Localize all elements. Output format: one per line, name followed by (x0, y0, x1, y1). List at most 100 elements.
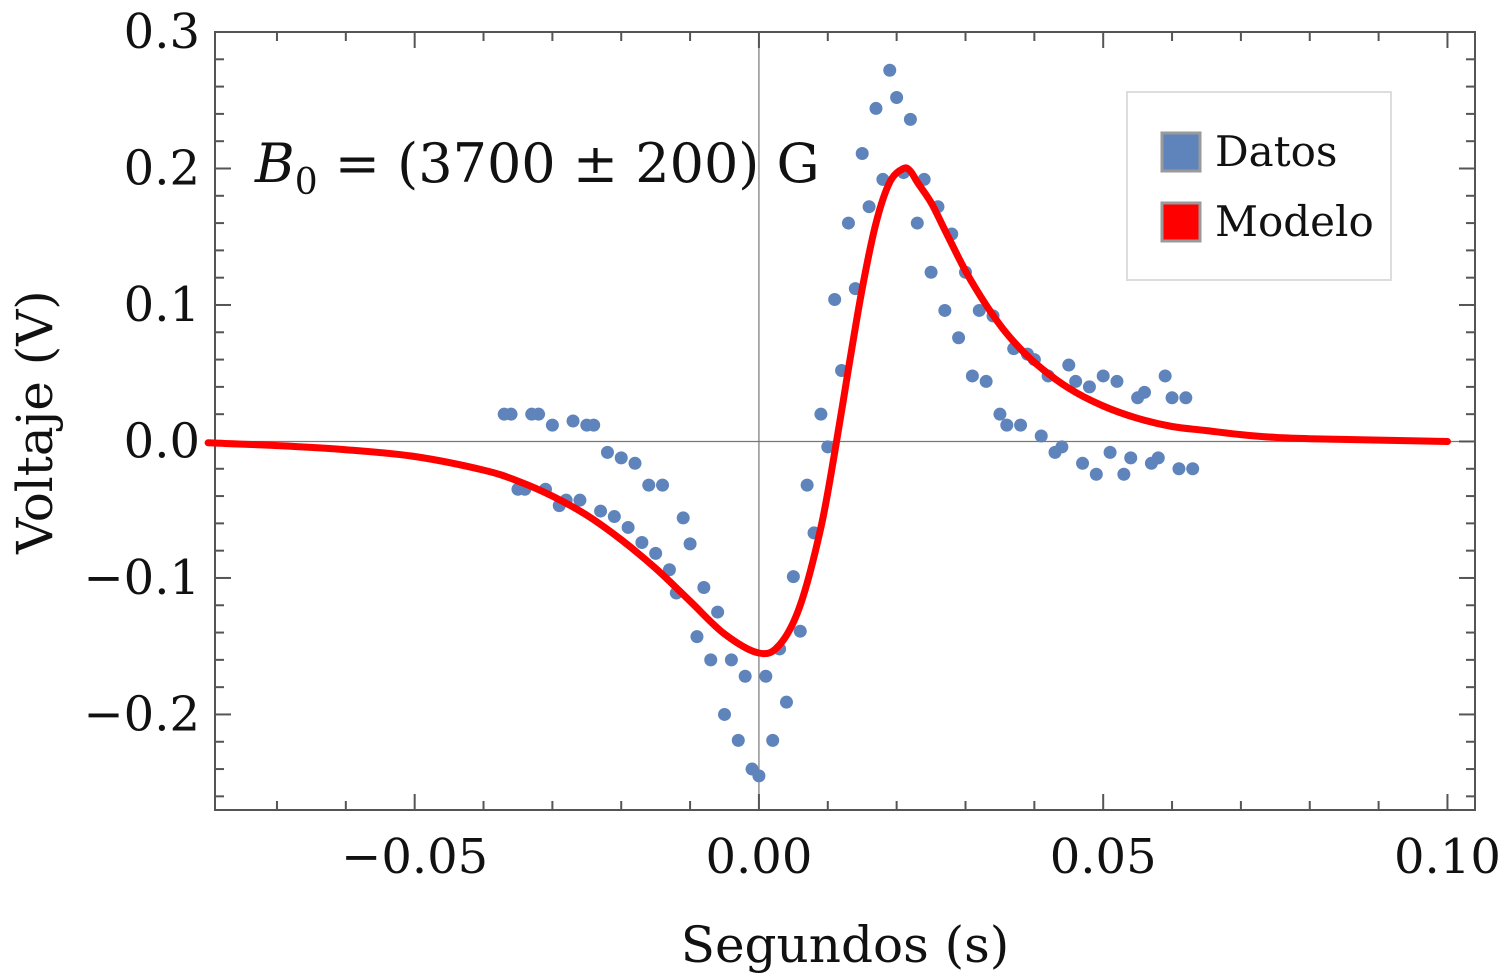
datos-point (759, 669, 773, 683)
datos-point (532, 407, 546, 421)
datos-point (600, 445, 614, 459)
x-tick-labels: −0.05 0.00 0.05 0.10 (341, 829, 1500, 885)
annotation-subscript: 0 (295, 162, 318, 203)
zero-axis-lines (215, 32, 1475, 810)
datos-point (1124, 451, 1138, 465)
legend-swatch-modelo (1160, 201, 1202, 243)
datos-point (910, 216, 924, 230)
plot-frame-rect (214, 31, 1476, 811)
legend-label-datos: Datos (1215, 127, 1337, 176)
datos-point (621, 520, 635, 534)
datos-point (752, 769, 766, 783)
datos-point (1179, 391, 1193, 405)
datos-point (1158, 369, 1172, 383)
datos-point (1014, 418, 1028, 432)
datos-point (697, 581, 711, 595)
modelo-line-group (204, 164, 1451, 658)
datos-point (814, 407, 828, 421)
datos-point (1062, 358, 1076, 372)
datos-point (607, 510, 621, 524)
datos-point (614, 451, 628, 465)
datos-point (924, 265, 938, 279)
datos-point (793, 624, 807, 638)
y-tick-labels: −0.2 −0.1 0.0 0.1 0.2 0.3 (83, 4, 200, 742)
datos-point (545, 418, 559, 432)
datos-point (683, 537, 697, 551)
datos-point (972, 303, 986, 317)
y-tick-label: 0.3 (124, 4, 200, 60)
datos-point (504, 407, 518, 421)
annotation-symbol: B (254, 132, 295, 195)
datos-point (628, 456, 642, 470)
datos-point (1082, 380, 1096, 394)
datos-point (724, 653, 738, 667)
datos-point (841, 216, 855, 230)
x-tick-label: 0.05 (1050, 829, 1157, 885)
datos-point (656, 478, 670, 492)
datos-point (718, 707, 732, 721)
x-tick-label: 0.10 (1394, 829, 1500, 885)
datos-point (979, 374, 993, 388)
datos-point (738, 669, 752, 683)
y-tick-label: −0.1 (83, 550, 200, 606)
datos-point (938, 303, 952, 317)
y-tick-label: 0.1 (124, 277, 200, 333)
datos-points (497, 63, 1200, 783)
datos-point (1089, 467, 1103, 481)
datos-point (1076, 456, 1090, 470)
datos-point (862, 200, 876, 214)
datos-point (1165, 391, 1179, 405)
legend-label-modelo: Modelo (1215, 197, 1374, 246)
datos-point (635, 535, 649, 549)
datos-point (779, 695, 793, 709)
y-tick-label: 0.2 (124, 140, 200, 196)
datos-point (869, 101, 883, 115)
datos-point (573, 493, 587, 507)
y-tick-label: 0.0 (124, 413, 200, 469)
tick-marks (215, 31, 1475, 810)
datos-point (952, 331, 966, 345)
x-axis-label: Segundos (s) (681, 916, 1010, 974)
datos-point (594, 504, 608, 518)
datos-point (642, 478, 656, 492)
datos-point (855, 146, 869, 160)
datos-point (800, 478, 814, 492)
y-axis-label: Voltaje (V) (6, 290, 64, 555)
datos-point (1151, 451, 1165, 465)
x-tick-label: 0.00 (705, 829, 812, 885)
datos-point (704, 653, 718, 667)
datos-point (993, 407, 1007, 421)
datos-point (965, 369, 979, 383)
annotation: B0 = (3700 ± 200) G (254, 132, 820, 203)
annotation-text: = (3700 ± 200) G (318, 132, 820, 195)
datos-point (890, 91, 904, 105)
datos-point (1000, 418, 1014, 432)
datos-point (1069, 374, 1083, 388)
datos-point (662, 563, 676, 577)
datos-point (1103, 445, 1117, 459)
datos-point (690, 630, 704, 644)
datos-point (566, 414, 580, 428)
datos-point (587, 418, 601, 432)
datos-point (903, 112, 917, 126)
datos-point (1110, 374, 1124, 388)
datos-point (731, 733, 745, 747)
datos-point (1055, 440, 1069, 454)
datos-point (828, 293, 842, 307)
datos-point (711, 605, 725, 619)
datos-point (1096, 369, 1110, 383)
datos-point (1172, 462, 1186, 476)
datos-point (1138, 385, 1152, 399)
modelo-line (204, 164, 1451, 658)
datos-point (766, 733, 780, 747)
x-tick-label: −0.05 (341, 829, 488, 885)
datos-point (821, 440, 835, 454)
datos-point (1186, 462, 1200, 476)
datos-point (1117, 467, 1131, 481)
y-tick-label: −0.2 (83, 686, 200, 742)
legend-box (1126, 91, 1392, 281)
datos-point (676, 511, 690, 525)
plot-frame (214, 31, 1476, 811)
datos-point (883, 63, 897, 77)
datos-point (1034, 429, 1048, 443)
